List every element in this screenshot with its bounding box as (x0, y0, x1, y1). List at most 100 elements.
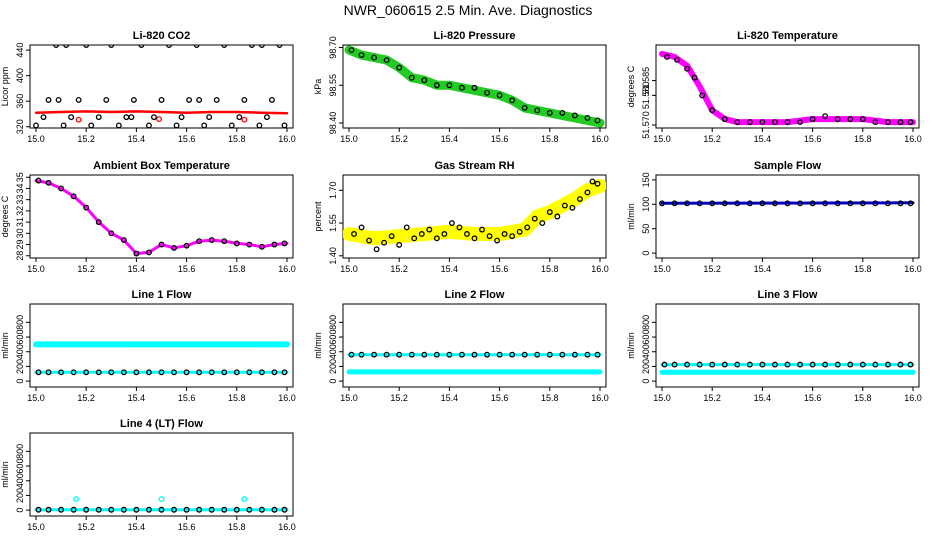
data-point (158, 369, 165, 376)
y-tick-label: 600 (328, 330, 338, 345)
chart-ambient: Ambient Box Temperature 15.0 15.2 15.4 15.6 1… (0, 160, 296, 274)
y-tick-label: 150 (641, 172, 651, 187)
data-point (246, 241, 253, 248)
data-point (884, 361, 891, 368)
data-point (258, 506, 265, 513)
data-point (358, 52, 365, 59)
data-point (75, 116, 82, 123)
y-tick-label: 29 (15, 240, 25, 250)
data-point (426, 226, 433, 233)
data-point (138, 45, 145, 48)
data-point (822, 361, 829, 368)
y-tick-label: 600 (15, 330, 25, 345)
data-point (421, 351, 428, 358)
y-tick-label: 200 (15, 488, 25, 503)
data-point (166, 45, 172, 48)
page-title: NWR_060615 2.5 Min. Ave. Diagnostics (343, 2, 593, 18)
data-point (183, 242, 190, 249)
x-tick-label: 15.0 (653, 264, 671, 274)
x-tick-label: 15.4 (441, 264, 459, 274)
data-point (834, 116, 841, 123)
data-point (281, 369, 288, 376)
data-point (133, 506, 140, 513)
y-tick-label: 400 (15, 68, 25, 83)
y-tick-label: 1.55 (328, 214, 338, 232)
data-point (664, 53, 670, 60)
y-tick-label: 800 (15, 444, 25, 459)
data-point (809, 116, 816, 123)
data-point (358, 224, 365, 231)
y-tick-label: 0 (15, 508, 25, 513)
x-tick-label: 15.4 (128, 264, 146, 274)
x-tick-label: 15.8 (854, 393, 872, 403)
data-point (459, 84, 465, 91)
plot-area (346, 351, 603, 375)
series-band-green (344, 45, 605, 128)
data-point (534, 107, 541, 114)
data-point (446, 351, 453, 358)
data-point (872, 200, 879, 207)
data-point (133, 250, 140, 257)
data-point (907, 200, 914, 207)
data-point (546, 109, 553, 116)
y-tick-label: 32 (15, 206, 25, 216)
y-tick-label: 800 (15, 315, 25, 330)
data-point (521, 104, 528, 111)
x-tick-label: 15.8 (228, 264, 246, 274)
data-point (571, 351, 578, 358)
x-tick-label: 15.0 (27, 264, 45, 274)
data-point (554, 213, 561, 220)
data-point (872, 361, 879, 368)
data-point (258, 45, 265, 48)
data-point (699, 92, 706, 99)
data-point (772, 361, 778, 368)
data-point (433, 82, 440, 89)
data-point (661, 361, 668, 368)
data-point (35, 506, 42, 513)
chart-title: Line 2 Flow (445, 289, 505, 301)
data-point (822, 113, 829, 120)
data-point (594, 180, 601, 187)
data-point (241, 496, 248, 503)
data-point (671, 361, 678, 368)
x-tick-label: 16.0 (278, 522, 296, 532)
plot-area (33, 341, 290, 376)
data-point (70, 369, 77, 376)
data-point (35, 369, 42, 376)
x-tick-label: 15.4 (128, 522, 146, 532)
data-point (45, 96, 52, 103)
data-point (213, 96, 220, 103)
data-point (496, 92, 503, 99)
data-point (479, 226, 485, 233)
data-point (797, 361, 803, 368)
plot-area (34, 496, 289, 513)
data-point (421, 77, 428, 84)
data-point (584, 114, 591, 121)
data-point (571, 112, 578, 119)
data-point (859, 200, 866, 207)
data-point (123, 114, 130, 121)
y-tick-label: 34 (15, 183, 25, 193)
data-point (233, 240, 240, 247)
data-point (158, 506, 165, 513)
x-tick-label: 15.8 (541, 134, 559, 144)
data-point (408, 74, 415, 81)
data-point (208, 369, 215, 376)
data-point (268, 96, 275, 103)
chart-co2: Li-820 CO2 15.0 15.2 15.4 15.6 15.8 16.0 320 360… (0, 30, 296, 144)
data-point (446, 82, 453, 89)
data-point (897, 200, 904, 207)
y-axis-label: ml/min (0, 461, 10, 488)
data-point (221, 45, 228, 48)
chart-title: Sample Flow (754, 160, 822, 172)
data-point (221, 238, 228, 245)
data-point (734, 200, 741, 207)
data-point (484, 351, 490, 358)
data-point (809, 200, 816, 207)
data-point (797, 119, 803, 126)
plot-frame (29, 174, 294, 259)
data-point (95, 219, 102, 226)
data-point (88, 122, 95, 128)
data-point (263, 114, 270, 121)
data-point (73, 496, 80, 503)
